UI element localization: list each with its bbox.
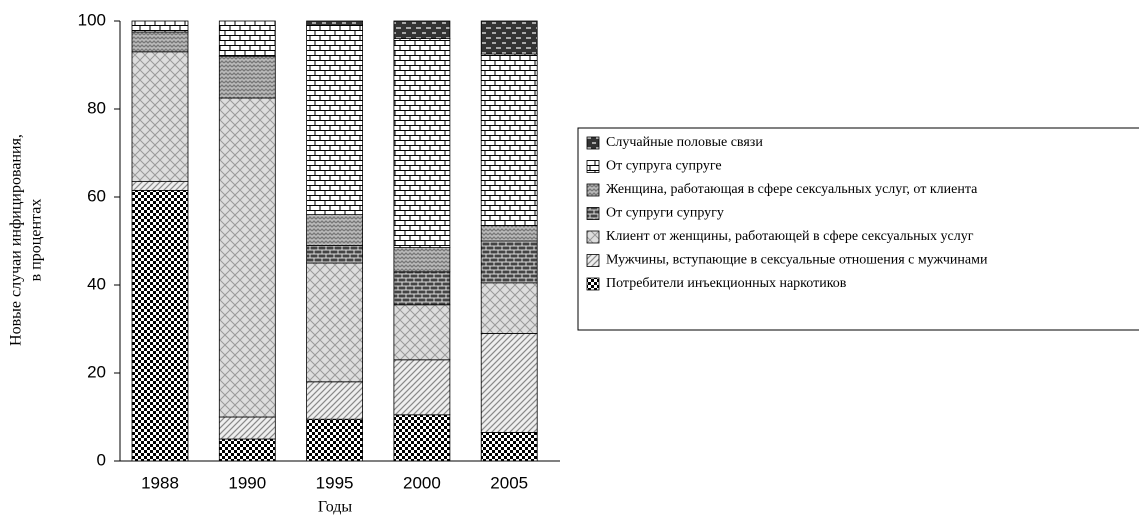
legend-swatch [586,136,600,150]
bar-segment [393,38,451,248]
bar-segment [218,55,276,99]
bar-segment [131,20,189,33]
legend-swatch [586,183,600,197]
legend-swatch [586,160,600,173]
bar-segment [480,240,538,284]
x-tick-label: 1995 [316,473,354,492]
x-tick-label: 2005 [490,473,528,492]
legend-label: Женщина, работающая в сфере сексуальных … [606,182,978,197]
bar-segment [306,24,364,215]
legend-swatch [586,254,600,267]
bar-segment [131,51,189,183]
legend-swatch [586,277,600,291]
y-tick-label: 100 [78,10,106,29]
bar-segment [393,20,451,40]
bar-segment [306,418,364,462]
legend-label: От супруга супруге [606,159,722,174]
x-tick-label: 1990 [228,473,266,492]
bar-segment [393,271,451,306]
bar-segment [480,332,538,433]
x-tick-label: 1988 [141,473,179,492]
bar-segment [306,381,364,420]
bar-segment [393,414,451,462]
bar-segment [480,282,538,334]
y-tick-label: 0 [97,450,106,469]
bar-segment [393,247,451,273]
bar-segment [218,438,276,462]
bar-segment [393,359,451,416]
bar-segment [306,214,364,246]
bar-segment [480,20,538,55]
legend-swatch [586,207,600,220]
bar-segment [306,244,364,264]
legend-label: Мужчины, вступающие в сексуальные отноше… [606,253,988,268]
legend-label: Случайные половые связи [606,135,763,150]
y-tick-label: 60 [87,186,106,205]
y-tick-label: 40 [87,274,106,293]
legend-label: Клиент от женщины, работающей в сфере се… [606,229,974,244]
bar-segment [218,20,276,57]
bar-segment [131,189,189,462]
bar-segment [131,31,189,53]
legend-label: От супруги супругу [606,206,724,221]
y-tick-label: 20 [87,362,106,381]
bar-segment [480,53,538,227]
x-axis-label: Годы [318,499,353,516]
legend-swatch [586,230,600,244]
bar-segment [306,20,364,26]
bar-segment [131,181,189,191]
y-tick-label: 80 [87,98,106,117]
y-axis-label: Новые случаи инфицирования, [8,134,25,346]
legend-box [577,127,1139,331]
x-tick-label: 2000 [403,473,441,492]
bar-segment [393,304,451,361]
bar-segment [480,225,538,242]
bar-segment [306,262,364,383]
bar-segment [218,97,276,418]
y-axis-label: в процентах [28,199,45,282]
legend-label: Потребители инъекционных наркотиков [606,276,847,291]
bar-segment [480,431,538,462]
bar-segment [218,416,276,440]
